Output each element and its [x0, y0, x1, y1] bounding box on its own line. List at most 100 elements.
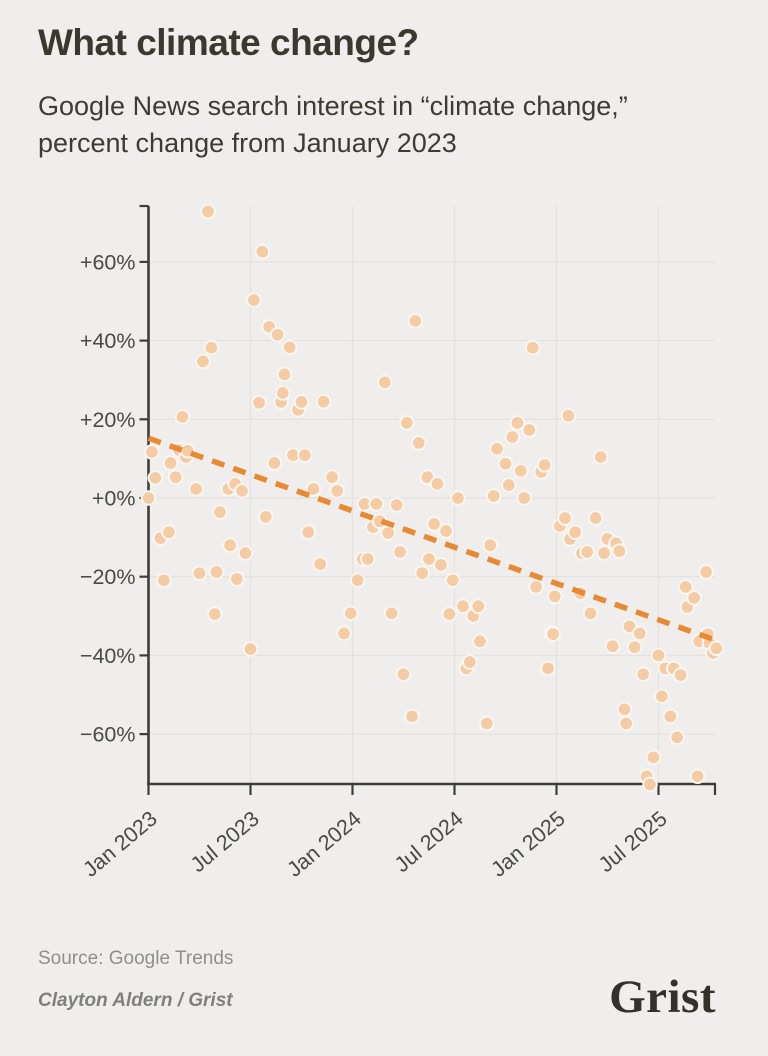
x-tick-label: Jul 2024 [390, 806, 468, 877]
data-point [246, 292, 262, 308]
data-point [162, 455, 179, 471]
data-point [251, 394, 267, 411]
data-point [632, 625, 648, 642]
data-point [421, 551, 437, 567]
data-point [604, 638, 621, 655]
data-point [414, 565, 431, 581]
data-point [433, 557, 449, 573]
y-tick-label: −40% [80, 644, 136, 668]
data-point [200, 203, 216, 220]
data-point [445, 572, 461, 589]
data-point [616, 701, 633, 718]
data-point [540, 660, 556, 677]
data-point [592, 449, 609, 465]
data-point [269, 326, 286, 343]
data-point [557, 510, 573, 526]
vertical-gridlines [249, 206, 660, 784]
data-point [545, 626, 561, 642]
data-point [438, 523, 454, 539]
x-tick-labels: Jan 2023 Jul 2023 Jan 2024 Jul 2024 Jan 2025… [79, 806, 672, 881]
data-point [450, 490, 466, 506]
x-tick-label: Jan 2023 [79, 806, 162, 881]
data-point [635, 666, 652, 683]
data-point [524, 339, 541, 356]
data-point [528, 579, 544, 595]
data-point [441, 606, 458, 622]
grist-logo: Grist [609, 971, 716, 1023]
data-point [407, 313, 424, 329]
horizontal-gridlines [148, 261, 715, 735]
data-point [343, 605, 359, 622]
data-point [203, 339, 220, 356]
data-point [188, 481, 204, 497]
data-point [147, 470, 164, 486]
data-point [708, 640, 725, 657]
data-point [258, 509, 274, 525]
data-point [297, 447, 313, 463]
data-point [360, 551, 376, 567]
data-point [587, 510, 604, 526]
data-point [560, 407, 577, 424]
data-point [429, 476, 446, 492]
data-point [650, 647, 667, 664]
data-point [140, 490, 157, 506]
data-point [315, 393, 332, 410]
data-point [242, 641, 259, 657]
data-point [399, 415, 415, 431]
data-point [509, 415, 526, 431]
data-point [404, 708, 420, 725]
data-point [380, 525, 397, 541]
data-point [686, 590, 703, 606]
data-point [329, 483, 346, 499]
data-point [567, 524, 584, 541]
data-point [626, 639, 643, 655]
data-point [266, 455, 283, 471]
data-point [536, 457, 553, 473]
data-point [254, 243, 271, 260]
x-tick-label: Jul 2023 [186, 806, 264, 877]
data-point [654, 688, 670, 705]
chart-subtitle-line1: Google News search interest in “climate … [38, 91, 628, 121]
data-point [281, 339, 298, 356]
x-tick-label: Jan 2025 [487, 806, 570, 881]
y-tick-label: +20% [80, 408, 136, 432]
data-point [426, 516, 442, 532]
data-point [161, 524, 177, 541]
data-point [669, 729, 686, 746]
y-tick-label: −20% [80, 565, 136, 589]
data-point [377, 374, 393, 391]
data-point [698, 564, 714, 580]
data-point [300, 524, 317, 541]
data-point [596, 545, 612, 561]
data-point [547, 588, 563, 605]
data-point [229, 571, 245, 587]
y-tick-label: +0% [92, 487, 136, 511]
scatter-points [140, 203, 725, 793]
trend-line [147, 435, 713, 642]
data-point [472, 633, 488, 650]
y-tick-label: −60% [80, 723, 136, 747]
data-point [672, 667, 689, 683]
data-point [513, 463, 529, 479]
data-point [395, 666, 412, 683]
data-point [516, 490, 533, 506]
chart-subtitle: Google News search interest in “climate … [38, 88, 738, 162]
trend-line-group [147, 435, 713, 642]
data-point [312, 556, 329, 572]
data-point [411, 435, 427, 451]
data-point [582, 605, 599, 622]
data-point [191, 565, 208, 581]
data-point [293, 394, 310, 410]
y-tick-label: +60% [80, 250, 136, 274]
data-point [504, 429, 521, 445]
data-point [207, 606, 223, 622]
y-tick-labels: +60% +40% +20% +0% −20% −40% −60% [80, 250, 136, 746]
data-point [470, 598, 487, 615]
data-point [222, 537, 238, 554]
data-point [579, 544, 595, 560]
data-point [497, 455, 514, 472]
data-point [336, 625, 352, 642]
data-point [368, 496, 385, 512]
data-point [144, 444, 160, 460]
data-point [237, 545, 254, 561]
